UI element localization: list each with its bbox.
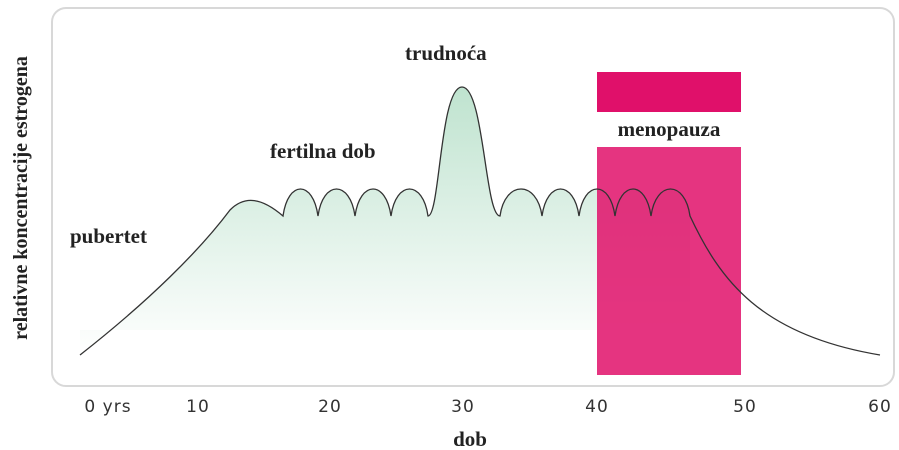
x-ticks: 0 yrs 10 20 30 40 50 60 (84, 397, 892, 417)
x-tick-label: 40 (585, 397, 609, 417)
y-axis-label: relativne koncentracije estrogena (10, 56, 32, 340)
x-tick-label: 30 (451, 397, 475, 417)
x-tick-label: 0 yrs (84, 397, 131, 417)
x-tick-label: 10 (186, 397, 210, 417)
estrogen-curve (79, 86, 881, 356)
annotation: menopauza (618, 117, 721, 141)
annotation: fertilna dob (270, 139, 376, 163)
x-tick-label: 60 (868, 397, 892, 417)
curve-fill (80, 87, 690, 355)
menopause-band-top (597, 72, 741, 112)
x-tick-label: 50 (733, 397, 757, 417)
annotation: trudnoća (405, 41, 487, 65)
x-axis-label: dob (453, 427, 487, 450)
x-tick-label: 20 (318, 397, 342, 417)
annotation: pubertet (70, 224, 147, 248)
menopause-band (597, 147, 741, 375)
